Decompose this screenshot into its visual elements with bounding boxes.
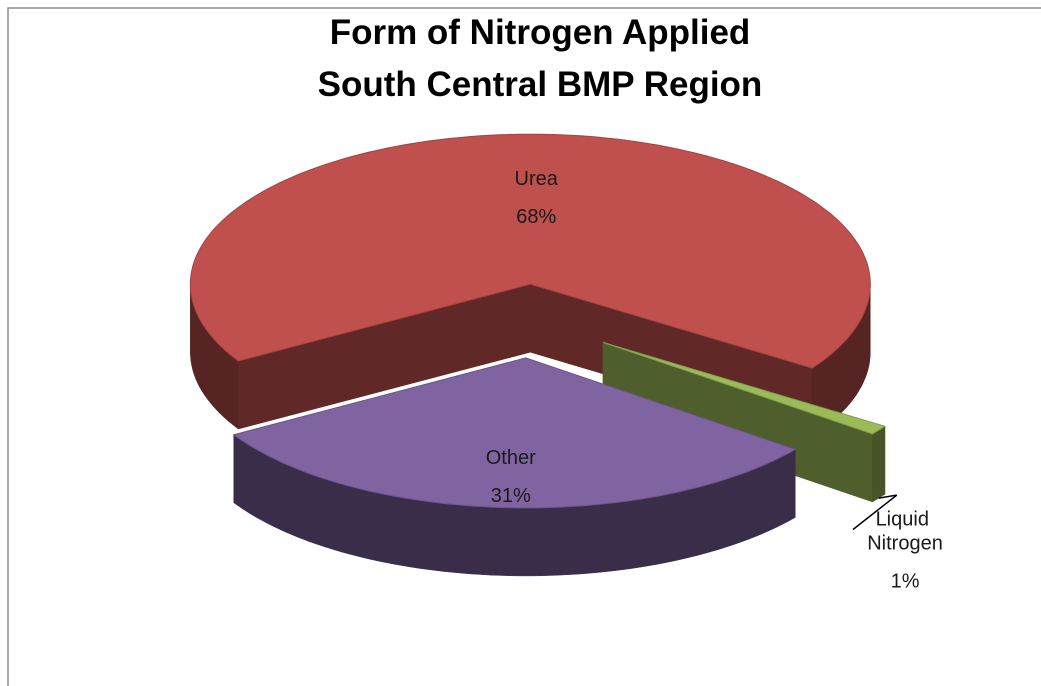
label-line: Nitrogen — [867, 533, 943, 555]
slice-top — [189, 133, 871, 369]
chart-title: South Central BMP Region — [318, 65, 763, 104]
data-label-name: Urea — [515, 168, 559, 190]
slice-side — [872, 425, 886, 503]
data-label-value: 31% — [491, 485, 531, 507]
slice-top — [232, 357, 797, 509]
data-label-value: 1% — [891, 571, 920, 593]
data-label-name: Liquid Nitrogen — [867, 509, 943, 555]
label-line: Liquid — [876, 509, 935, 531]
slice-top — [602, 341, 887, 435]
pie-slice — [602, 341, 887, 503]
leader-line — [852, 494, 898, 531]
data-label-name: Other — [486, 447, 536, 469]
pie-slice — [232, 357, 797, 577]
chart-title: Form of Nitrogen Applied — [330, 13, 751, 52]
data-label-value: 68% — [516, 206, 556, 228]
